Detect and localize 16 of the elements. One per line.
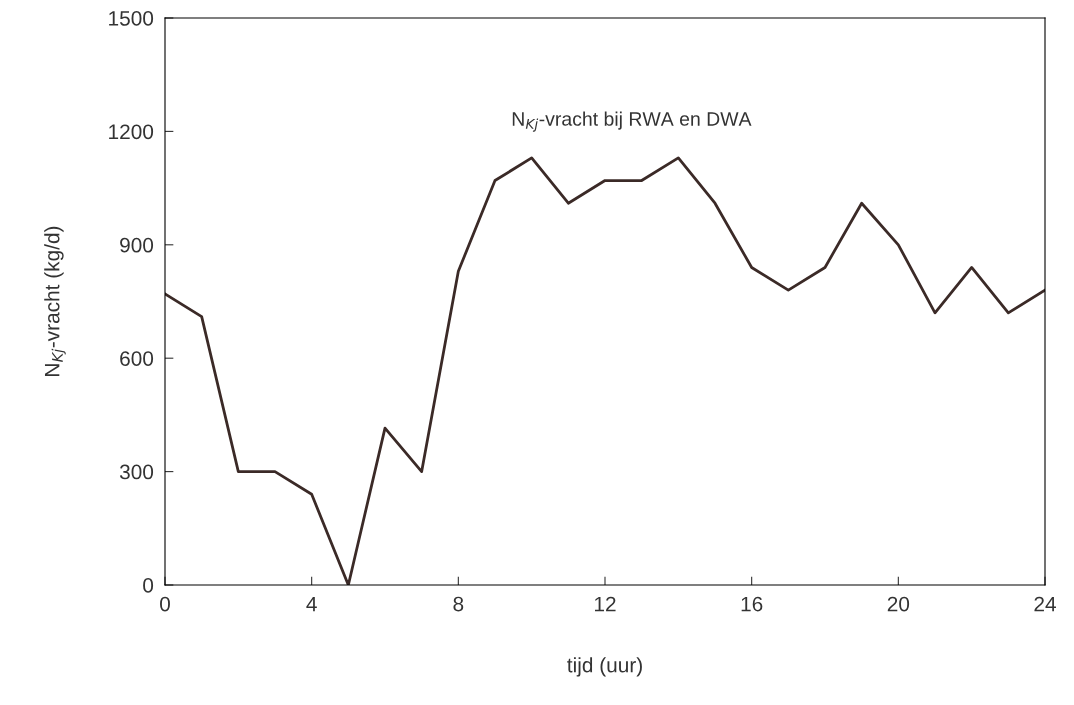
y-tick-label: 900	[120, 237, 154, 253]
x-tick-label: 24	[1034, 596, 1056, 612]
x-tick-label: 4	[306, 596, 317, 612]
y-tick-label: 0	[143, 578, 154, 593]
x-tick-label: 12	[595, 596, 616, 612]
y-tick-label: 1500	[109, 11, 154, 26]
x-tick-label: 16	[741, 596, 763, 612]
y-tick-label: 600	[120, 351, 154, 366]
y-tick-label: 1200	[109, 124, 154, 140]
x-tick-label: 8	[453, 596, 464, 612]
annotation: N$_{Kj}$-vracht bij RWA en DWA	[512, 111, 752, 132]
x-tick-label: 20	[887, 596, 910, 612]
x-axis-title: tijd (uur)	[567, 657, 642, 677]
y-tick-label: 300	[119, 464, 154, 480]
y-axis-title: N$_{Kj}$-vracht (kg/d)	[44, 226, 66, 376]
x-tick-label: 0	[160, 596, 170, 612]
